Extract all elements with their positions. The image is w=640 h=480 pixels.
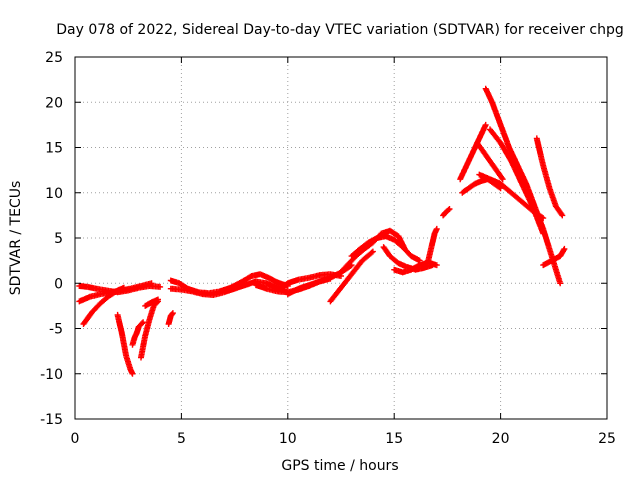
x-tick-label: 5 — [177, 431, 186, 447]
y-tick-label: 25 — [45, 50, 63, 66]
y-tick-label: 20 — [45, 95, 63, 111]
y-tick-label: -5 — [49, 322, 63, 338]
series-track-16 — [348, 233, 423, 264]
x-tick-label: 25 — [598, 431, 616, 447]
data-point-markers — [348, 233, 423, 264]
data-markers — [76, 85, 568, 377]
series-track-14 — [327, 248, 376, 305]
y-tick-labels: -15 -10 -5 0 5 10 15 20 25 — [40, 50, 63, 428]
chart-title: Day 078 of 2022, Sidereal Day-to-day VTE… — [56, 22, 624, 38]
x-tick-label: 10 — [279, 431, 297, 447]
x-tick-label: 0 — [71, 431, 80, 447]
data-point-markers — [142, 296, 161, 309]
data-point-markers — [440, 206, 453, 219]
data-point-markers — [425, 225, 440, 264]
series-track-3 — [80, 284, 127, 327]
series-track-5 — [129, 319, 147, 348]
series-track-10 — [167, 278, 291, 298]
y-tick-label: 15 — [45, 141, 63, 157]
data-point-markers — [474, 140, 506, 183]
series-track-27 — [533, 135, 566, 219]
series-track-20 — [440, 206, 453, 219]
data-point-markers — [533, 135, 566, 219]
x-tick-label: 15 — [385, 431, 403, 447]
y-tick-label: 0 — [54, 276, 63, 292]
y-tick-label: -10 — [40, 367, 63, 383]
axis-ticks — [74, 56, 608, 420]
grid-lines — [75, 57, 607, 419]
y-tick-label: 10 — [45, 186, 63, 202]
data-point-markers — [167, 278, 291, 298]
data-point-markers — [327, 248, 376, 305]
y-tick-label: 5 — [54, 231, 63, 247]
x-axis-label: GPS time / hours — [281, 458, 398, 474]
x-tick-label: 20 — [492, 431, 510, 447]
series-track-19 — [425, 225, 440, 264]
series-track-18 — [391, 259, 440, 276]
series-track-25 — [474, 140, 506, 183]
y-tick-label: -15 — [40, 412, 63, 428]
data-point-markers — [391, 259, 440, 276]
y-axis-label: SDTVAR / TECUs — [8, 181, 24, 296]
series-track-28 — [540, 245, 568, 269]
data-point-markers — [129, 319, 147, 348]
data-point-markers — [165, 310, 176, 327]
series-track-4 — [114, 311, 136, 377]
data-point-markers — [487, 126, 547, 237]
series-track-7 — [142, 296, 161, 309]
data-point-markers — [114, 311, 136, 377]
series-track-26 — [487, 126, 547, 237]
data-point-markers — [80, 284, 127, 327]
series-track-8 — [165, 310, 176, 327]
series-track-6 — [138, 298, 161, 361]
x-tick-labels: 0 5 10 15 20 25 — [71, 431, 616, 447]
data-point-markers — [138, 298, 161, 361]
data-point-markers — [540, 245, 568, 269]
